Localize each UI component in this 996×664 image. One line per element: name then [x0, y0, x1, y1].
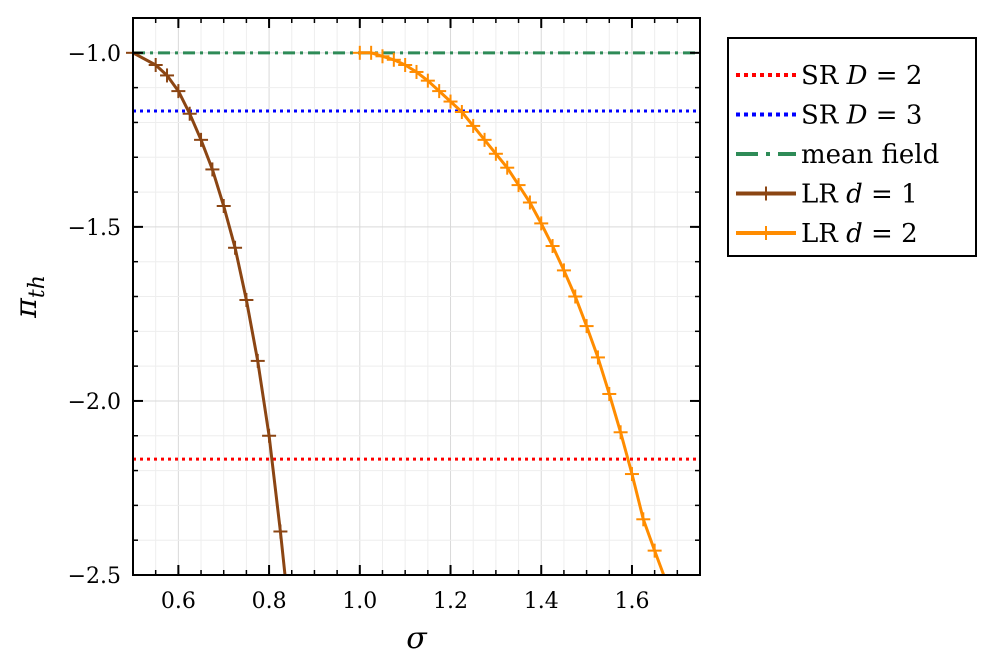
plot-series — [126, 45, 700, 576]
legend-label-variable: D — [846, 61, 868, 91]
legend-label-value: = 3 — [868, 101, 923, 131]
legend-label: mean field — [801, 140, 939, 170]
series-line-4 — [359, 51, 666, 576]
y-tick-label: −2.0 — [68, 390, 121, 415]
data-point-marker — [511, 178, 526, 193]
data-point-marker — [171, 84, 186, 99]
data-point-marker — [590, 350, 605, 365]
data-point-marker — [568, 289, 583, 304]
legend-label-variable: d — [846, 180, 863, 210]
legend-label-value: = 2 — [863, 219, 918, 249]
data-point-marker — [636, 512, 651, 527]
data-point-marker — [500, 160, 515, 175]
data-point-marker — [477, 132, 492, 147]
grid — [132, 17, 701, 576]
x-tick-label: 1.6 — [614, 589, 649, 614]
data-point-marker — [148, 57, 163, 72]
legend-label: LR d = 1 — [801, 180, 918, 210]
data-point-marker — [364, 45, 379, 60]
legend-label-variable: D — [846, 101, 868, 131]
legend-label-text: SR — [801, 61, 847, 91]
x-tick-label: 1.2 — [433, 589, 468, 614]
data-point-marker — [205, 162, 220, 177]
x-axis-label: σ — [406, 621, 428, 656]
legend-label-value: = 1 — [863, 180, 918, 210]
x-tick-label: 1.0 — [342, 589, 377, 614]
data-point-marker — [262, 428, 277, 443]
data-point-marker — [602, 386, 617, 401]
data-point-marker — [522, 195, 537, 210]
legend-label: SR D = 3 — [801, 101, 922, 131]
data-point-marker — [466, 118, 481, 133]
data-point-marker — [613, 425, 628, 440]
legend-label: SR D = 2 — [801, 61, 922, 91]
data-point-marker — [182, 106, 197, 121]
data-point-marker — [579, 319, 594, 334]
data-point-marker — [250, 353, 265, 368]
series-line-3 — [132, 51, 287, 576]
data-point-marker — [432, 84, 447, 99]
axis-ticks: 0.6 0.8 1.0 1.2 1.4 1.6 −1.0 −1.5 −2.0 −2.5 — [68, 18, 700, 614]
legend-label-text: LR — [801, 219, 846, 249]
data-point-marker — [239, 292, 254, 307]
data-point-marker — [545, 239, 560, 254]
data-point-marker — [160, 68, 175, 83]
x-tick-label: 1.4 — [524, 589, 559, 614]
data-point-marker — [398, 57, 413, 72]
x-tick-label: 0.8 — [252, 589, 287, 614]
data-point-marker — [216, 198, 231, 213]
data-point-marker — [454, 104, 469, 119]
data-point-marker — [624, 467, 639, 482]
y-tick-label: −2.5 — [68, 564, 121, 589]
data-point-marker — [488, 146, 503, 161]
legend-label-text: LR — [801, 180, 846, 210]
y-tick-label: −1.5 — [68, 216, 121, 241]
legend-label: LR d = 2 — [801, 219, 918, 249]
data-point-marker — [534, 216, 549, 231]
data-point-marker — [556, 263, 571, 278]
x-tick-label: 0.6 — [161, 589, 196, 614]
data-point-marker — [273, 524, 288, 539]
y-axis-label-subscript: th — [25, 275, 50, 298]
legend-label-text: SR — [801, 101, 847, 131]
data-point-marker — [409, 64, 424, 79]
legend-label-text: mean field — [801, 140, 939, 170]
data-point-marker — [647, 543, 662, 558]
y-tick-label: −1.0 — [68, 42, 121, 67]
data-point-marker — [228, 240, 243, 255]
data-point-marker — [375, 49, 390, 64]
data-point-marker — [443, 94, 458, 109]
legend-label-value: = 2 — [868, 61, 923, 91]
y-axis-label: πth — [9, 275, 50, 319]
data-point-marker — [420, 73, 435, 88]
data-point-marker — [194, 132, 209, 147]
y-axis-label-main: π — [9, 297, 44, 319]
data-point-marker — [386, 52, 401, 67]
legend-label-variable: d — [846, 219, 863, 249]
